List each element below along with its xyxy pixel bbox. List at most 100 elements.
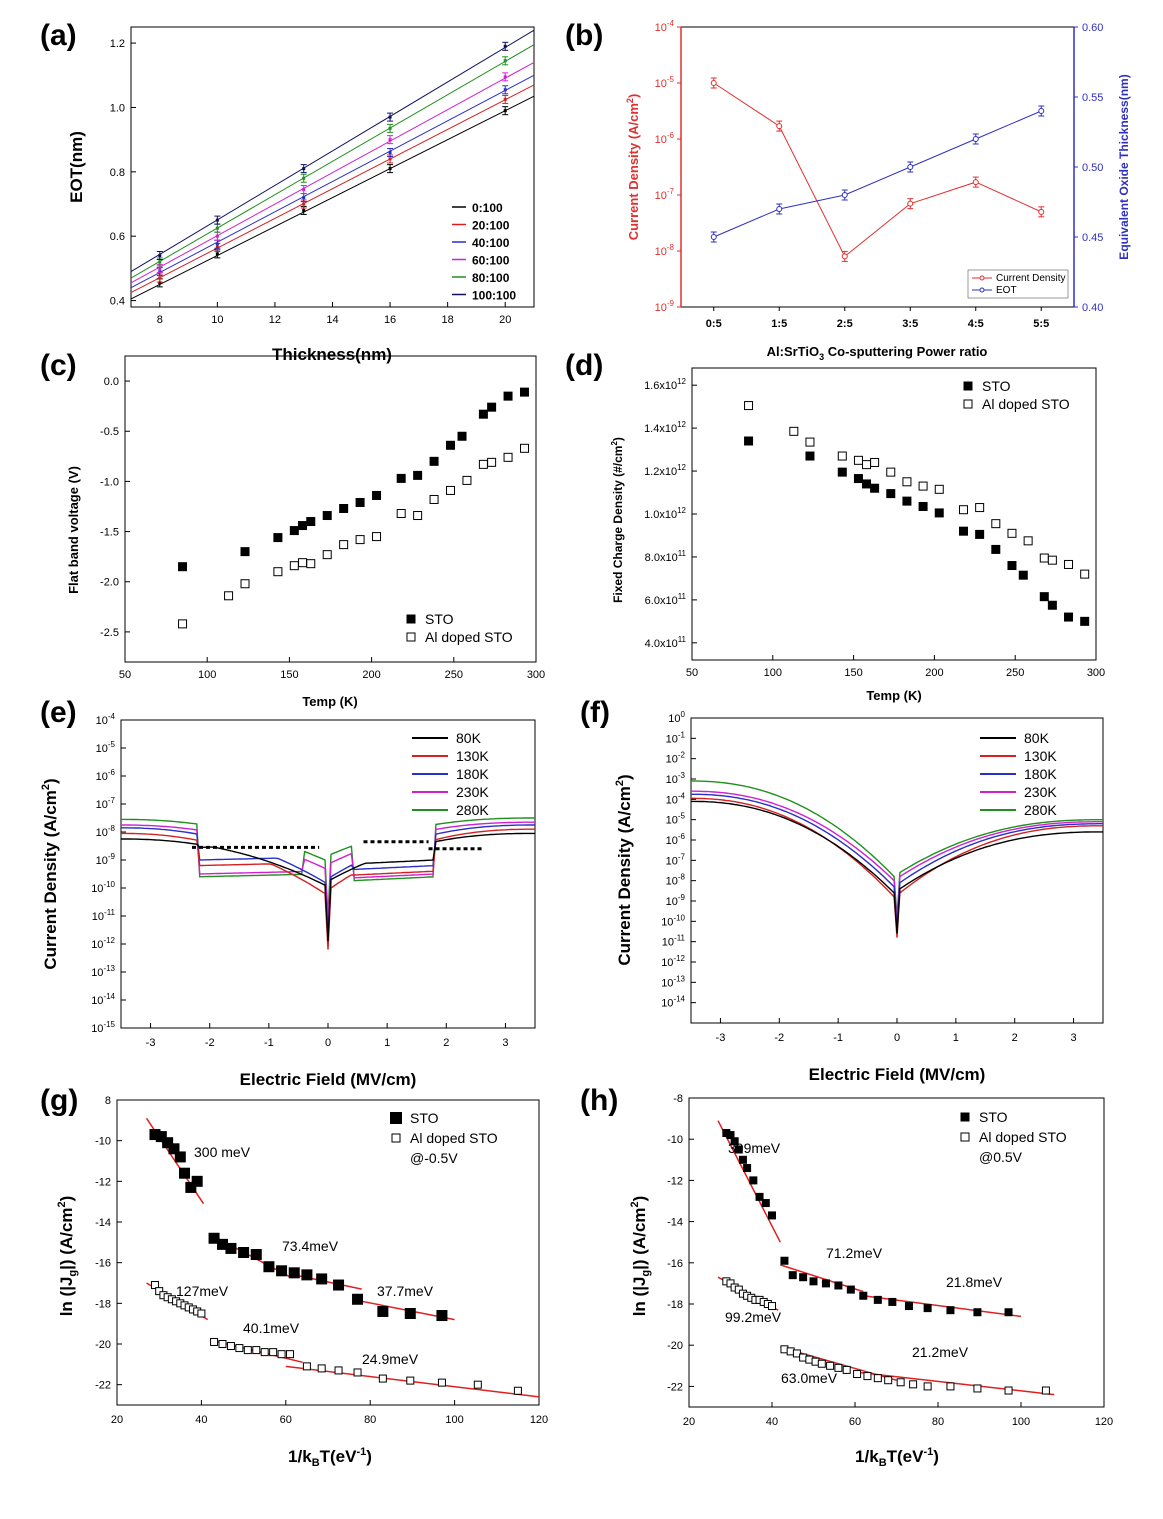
panel-letter-c: (c) bbox=[40, 349, 77, 382]
legend-label: 60:100 bbox=[472, 254, 510, 268]
y-tick-label: -20 bbox=[667, 1340, 683, 1352]
data-point bbox=[158, 266, 162, 270]
data-point bbox=[215, 218, 219, 222]
data-point bbox=[902, 477, 912, 487]
y-tick-label: 10-4 bbox=[666, 791, 686, 806]
data-point bbox=[155, 1287, 164, 1296]
legend-label: 230K bbox=[1024, 784, 1057, 800]
fit-line bbox=[854, 1371, 1055, 1396]
x-tick-label: 2 bbox=[1012, 1032, 1018, 1044]
data-point bbox=[975, 529, 985, 539]
data-point bbox=[174, 1151, 186, 1163]
data-point bbox=[834, 1363, 843, 1372]
x-tick-label: -3 bbox=[146, 1037, 156, 1049]
legend-a: 0:100 20:100 40:100 60:100 80:100 100:100 bbox=[452, 201, 516, 303]
x-axis-title-a: Thickness(nm) bbox=[272, 345, 392, 364]
data-point bbox=[240, 547, 250, 557]
data-point bbox=[734, 1145, 743, 1154]
data-point bbox=[158, 276, 162, 280]
data-point bbox=[907, 200, 914, 207]
legend-label: 20:100 bbox=[472, 219, 510, 233]
x-ticks-b: 0:5 1:5 2:5 3:5 4:5 5:5 bbox=[706, 307, 1049, 330]
data-point bbox=[896, 1378, 905, 1387]
panel-letter-b: (b) bbox=[565, 19, 603, 52]
data-point bbox=[923, 1304, 932, 1313]
legend-d: STO Al doped STO bbox=[963, 378, 1070, 412]
y-tick-label: -14 bbox=[95, 1217, 111, 1229]
fit-line bbox=[130, 61, 535, 284]
x-tick-label: 80 bbox=[364, 1414, 376, 1426]
legend-marker bbox=[391, 1133, 401, 1143]
y-right-axis-title-b: Equivalent Oxide Thickness(nm) bbox=[1117, 74, 1131, 259]
data-point bbox=[457, 431, 467, 441]
data-point bbox=[934, 484, 944, 494]
y-tick-label: 10-13 bbox=[91, 964, 115, 979]
data-point bbox=[826, 1361, 835, 1370]
x-tick-label: 120 bbox=[530, 1414, 548, 1426]
data-point bbox=[215, 252, 219, 256]
y-tick-label: 10-9 bbox=[96, 852, 116, 867]
y-tick-label: 10-11 bbox=[92, 908, 116, 923]
y-axis-title-f: Current Density (A/cm2) bbox=[614, 774, 634, 965]
y-left-tick-label: 10-6 bbox=[655, 131, 675, 146]
chart-a: 8 10 12 14 16 18 20 0.4 0.6 0.8 1.0 1.2 0:100 20:10… bbox=[67, 26, 535, 364]
data-point bbox=[873, 1295, 882, 1304]
data-point bbox=[288, 1267, 300, 1279]
data-point bbox=[372, 490, 382, 500]
data-point bbox=[322, 550, 332, 560]
data-point bbox=[158, 281, 162, 285]
x-tick-label: 4:5 bbox=[968, 318, 984, 330]
legend-h: STO Al doped STO @0.5V bbox=[960, 1109, 1067, 1165]
x-tick-label: 5:5 bbox=[1033, 318, 1049, 330]
data-point bbox=[388, 126, 392, 130]
y-tick-label: -1.0 bbox=[100, 476, 119, 488]
data-point bbox=[503, 59, 507, 63]
data-point bbox=[817, 1359, 826, 1368]
x-tick-label: 10 bbox=[211, 314, 223, 326]
data-point bbox=[519, 387, 529, 397]
data-point bbox=[884, 1376, 893, 1385]
y-tick-label: 10-4 bbox=[96, 712, 116, 727]
x-tick-label: 2:5 bbox=[837, 318, 853, 330]
data-point bbox=[780, 1256, 789, 1265]
data-point bbox=[972, 179, 979, 186]
legend-label: STO bbox=[979, 1109, 1008, 1125]
data-point bbox=[862, 460, 872, 470]
legend-label: STO bbox=[425, 611, 454, 627]
x-tick-label: 20 bbox=[111, 1414, 123, 1426]
data-point bbox=[218, 1340, 227, 1348]
y-right-tick-label: 0.40 bbox=[1082, 302, 1103, 314]
y-tick-label: 10-1 bbox=[666, 730, 686, 745]
data-point bbox=[334, 1366, 343, 1375]
data-point bbox=[907, 164, 914, 170]
plot-frame-b bbox=[680, 26, 1075, 308]
y-tick-label: 1.0x1012 bbox=[644, 506, 686, 521]
y-axis-title-c: Flat band voltage (V) bbox=[66, 466, 81, 594]
x-tick-label: 20 bbox=[683, 1416, 695, 1428]
data-point bbox=[478, 409, 488, 419]
data-point bbox=[178, 619, 188, 629]
chart-b: 0:5 1:5 2:5 3:5 4:5 5:5 10-910-810-710-610-51… bbox=[625, 19, 1131, 362]
legend-c: STO Al doped STO bbox=[406, 611, 513, 645]
data-point bbox=[1004, 1386, 1013, 1395]
iv-curves-e bbox=[121, 817, 535, 950]
x-ticks-g: 20 40 60 80 100 120 bbox=[111, 1400, 548, 1426]
data-point bbox=[726, 1131, 735, 1140]
data-point bbox=[799, 1273, 808, 1282]
legend-f: 80K 130K 180K 230K 280K bbox=[980, 730, 1057, 818]
chart-f: -3 -2 -1 0 1 2 3 10010-110-210-310-410-510-610… bbox=[614, 710, 1104, 1084]
data-point bbox=[788, 1271, 797, 1280]
data-point bbox=[991, 519, 1001, 529]
y-tick-label: 100 bbox=[668, 710, 685, 725]
data-point bbox=[503, 109, 507, 113]
legend-label: 0:100 bbox=[472, 201, 503, 215]
x-tick-label: 16 bbox=[384, 314, 396, 326]
y-tick-label: 10-8 bbox=[96, 824, 116, 839]
x-tick-label: 300 bbox=[527, 669, 545, 681]
y-tick-label: 10-2 bbox=[666, 751, 686, 766]
panel-letter-e: (e) bbox=[40, 696, 77, 729]
data-point bbox=[768, 1211, 776, 1220]
y-ticks-e: 10-4 10-5 10-6 10-7 10-8 10-9 10-10 10-11 10-12 1… bbox=[91, 712, 126, 1035]
y-left-tick-label: 10-7 bbox=[655, 187, 675, 202]
